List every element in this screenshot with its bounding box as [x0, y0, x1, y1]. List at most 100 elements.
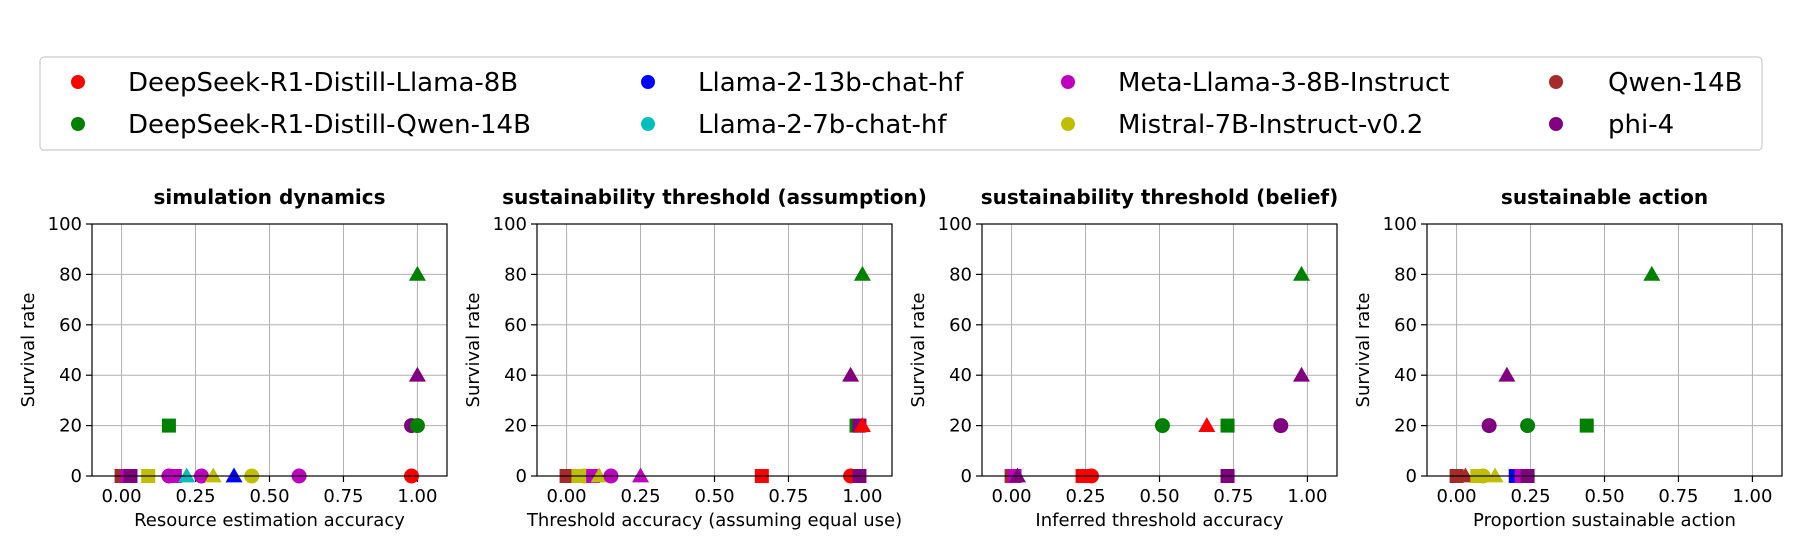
y-tick-label: 80: [59, 264, 82, 285]
y-tick-label: 80: [949, 264, 972, 285]
legend-label: Qwen-14B: [1608, 68, 1743, 98]
legend-entry-llama-2-13b-chat-hf: Llama-2-13b-chat-hf: [641, 68, 964, 98]
x-tick-label: 1.00: [1732, 486, 1772, 507]
panel-title: sustainable action: [1501, 185, 1708, 209]
x-axis-label: Threshold accuracy (assuming equal use): [526, 510, 902, 531]
legend-entry-phi-4: phi-4: [1549, 110, 1674, 140]
y-tick-label: 40: [1394, 365, 1417, 386]
y-tick-label: 80: [504, 264, 527, 285]
legend-marker: [71, 117, 85, 131]
point-deepseek-r1-distill-qwen-14b-circle: [409, 418, 425, 434]
x-tick-label: 0.75: [768, 486, 808, 507]
point-meta-llama-3-8b-instruct-triangle: [632, 467, 650, 483]
legend-marker: [1549, 75, 1563, 89]
point-phi-4-triangle: [408, 366, 426, 382]
x-tick-label: 0.25: [621, 486, 661, 507]
point-phi-4-triangle: [1293, 366, 1310, 382]
legend-label: Meta-Llama-3-8B-Instruct: [1118, 68, 1449, 98]
point-deepseek-r1-distill-qwen-14b-circle: [1154, 418, 1170, 434]
x-tick-label: 0.00: [1437, 486, 1477, 507]
point-deepseek-r1-distill-llama-8b-triangle: [853, 417, 871, 432]
legend-entry-deepseek-r1-distill-qwen-14b: DeepSeek-R1-Distill-Qwen-14B: [71, 110, 531, 140]
y-tick-label: 60: [1394, 315, 1417, 336]
point-deepseek-r1-distill-qwen-14b-triangle: [1643, 265, 1661, 281]
y-tick-label: 80: [1394, 264, 1417, 285]
legend-marker: [71, 75, 85, 89]
y-tick-label: 20: [59, 416, 82, 437]
legend-entry-llama-2-7b-chat-hf: Llama-2-7b-chat-hf: [641, 110, 947, 140]
y-axis-label: Survival rate: [908, 293, 929, 408]
panel-sustainability-threshold-assumption: sustainability threshold (assumption) 0.0…: [463, 185, 927, 531]
legend-marker: [641, 75, 655, 89]
legend-entry-qwen-14b: Qwen-14B: [1549, 68, 1743, 98]
legend: DeepSeek-R1-Distill-Llama-8B DeepSeek-R1-…: [39, 56, 1763, 151]
y-tick-label: 0: [1406, 466, 1417, 487]
x-tick-label: 0.00: [102, 486, 142, 507]
legend-frame: [39, 56, 1763, 151]
x-axis-label: Inferred threshold accuracy: [1035, 510, 1283, 531]
panel-title: sustainability threshold (assumption): [502, 185, 927, 209]
x-tick-label: 0.75: [323, 486, 363, 507]
y-tick-label: 0: [71, 466, 82, 487]
point-phi-4-circle: [1481, 418, 1497, 434]
x-axis-label: Resource estimation accuracy: [134, 510, 405, 531]
x-tick-label: 1.00: [397, 486, 437, 507]
y-tick-label: 100: [48, 214, 82, 235]
legend-label: Mistral-7B-Instruct-v0.2: [1118, 110, 1423, 140]
point-deepseek-r1-distill-qwen-14b-triangle: [853, 265, 871, 281]
point-deepseek-r1-distill-qwen-14b-square: [1579, 418, 1594, 433]
point-deepseek-r1-distill-qwen-14b-square: [1220, 418, 1235, 433]
point-deepseek-r1-distill-qwen-14b-triangle: [408, 265, 426, 281]
y-tick-label: 40: [504, 365, 527, 386]
legend-entry-meta-llama-3-8b-instruct: Meta-Llama-3-8B-Instruct: [1061, 68, 1449, 98]
y-tick-label: 100: [1383, 214, 1417, 235]
point-deepseek-r1-distill-qwen-14b-square: [161, 418, 176, 433]
x-tick-label: 0.00: [547, 486, 587, 507]
legend-marker: [641, 117, 655, 131]
panel-sustainable-action: sustainable action 0.00 0.25 0.50 0.75 1.00 0 2…: [1353, 185, 1783, 531]
y-axis-label: Survival rate: [18, 293, 39, 408]
x-tick-label: 1.00: [1287, 486, 1327, 507]
point-mistral-7b-instruct-v0-2-triangle: [1486, 467, 1504, 483]
point-mistral-7b-instruct-v0-2-triangle: [590, 467, 608, 483]
y-tick-label: 60: [504, 315, 527, 336]
legend-marker: [1549, 117, 1563, 131]
y-tick-label: 20: [949, 416, 972, 437]
legend-label: phi-4: [1608, 110, 1674, 140]
point-llama-2-7b-chat-hf-triangle: [178, 467, 196, 483]
panel-title: sustainability threshold (belief): [981, 185, 1339, 209]
point-phi-4-triangle: [842, 366, 860, 382]
x-tick-label: 0.50: [694, 486, 734, 507]
y-tick-label: 100: [493, 214, 527, 235]
point-phi-4-triangle: [1009, 467, 1026, 483]
x-tick-label: 0.75: [1213, 486, 1253, 507]
point-llama-2-13b-chat-hf-triangle: [225, 467, 243, 483]
x-tick-label: 0.50: [249, 486, 289, 507]
plot-frame: [981, 223, 1338, 477]
point-mistral-7b-instruct-v0-2-triangle: [204, 467, 222, 483]
x-tick-label: 0.50: [1139, 486, 1179, 507]
panel-sustainability-threshold-belief: sustainability threshold (belief) 0.00 0.2…: [908, 185, 1338, 531]
x-tick-label: 0.00: [992, 486, 1032, 507]
x-tick-label: 0.75: [1658, 486, 1698, 507]
y-tick-label: 100: [938, 214, 972, 235]
legend-label: DeepSeek-R1-Distill-Llama-8B: [128, 68, 518, 98]
x-axis-label: Proportion sustainable action: [1473, 510, 1736, 531]
y-axis-label: Survival rate: [1353, 293, 1374, 408]
point-qwen-14b-triangle: [1456, 467, 1474, 483]
x-tick-label: 1.00: [842, 486, 882, 507]
legend-entry-mistral-7b-instruct-v0-2: Mistral-7B-Instruct-v0.2: [1061, 110, 1423, 140]
y-tick-label: 40: [949, 365, 972, 386]
legend-marker: [1061, 117, 1075, 131]
point-phi-4-triangle: [1498, 366, 1516, 382]
legend-marker: [1061, 75, 1075, 89]
y-tick-label: 0: [516, 466, 527, 487]
x-tick-label: 0.25: [1066, 486, 1106, 507]
plot-frame: [91, 223, 448, 477]
y-axis-label: Survival rate: [463, 293, 484, 408]
plot-frame: [536, 223, 893, 477]
point-phi-4-circle: [1273, 418, 1289, 434]
point-deepseek-r1-distill-llama-8b-triangle: [1198, 417, 1216, 432]
x-tick-label: 0.25: [176, 486, 216, 507]
